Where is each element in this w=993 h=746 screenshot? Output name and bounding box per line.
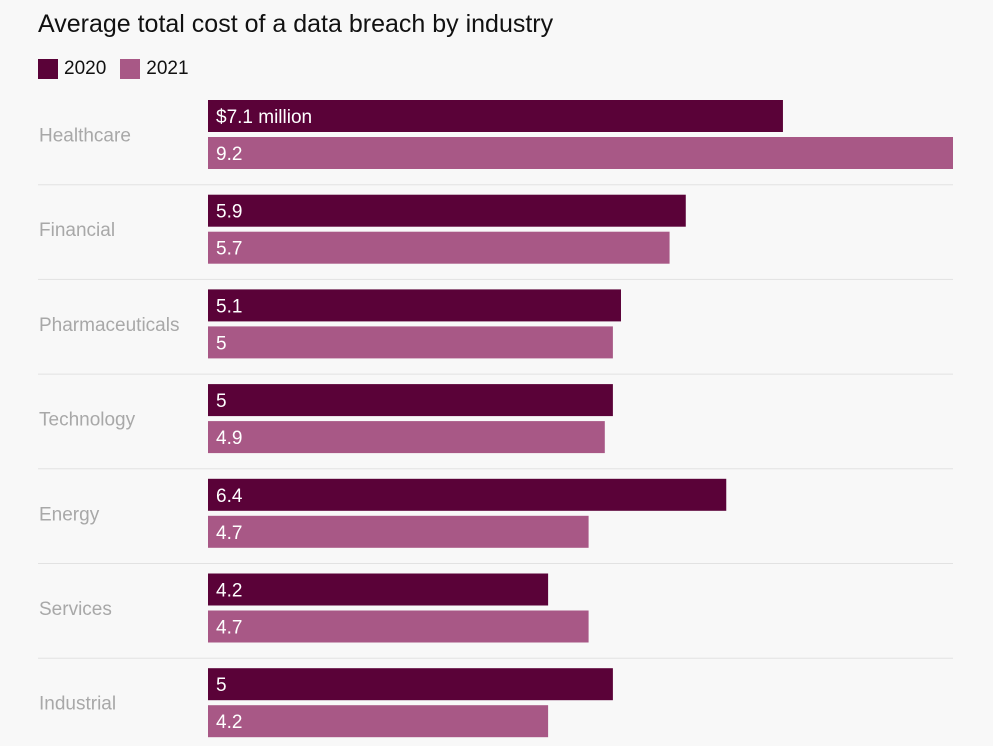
bar-healthcare-2020	[208, 100, 783, 132]
bar-technology-2020	[208, 384, 613, 417]
bar-pharmaceuticals-2021	[208, 326, 613, 359]
bar-technology-2021	[208, 421, 605, 454]
bar-energy-2021	[208, 515, 589, 548]
data-label-industrial-2020: 5	[216, 675, 227, 696]
bar-energy-2020	[208, 478, 727, 511]
legend-swatch-2020	[38, 59, 58, 79]
legend: 2020 2021	[38, 58, 203, 80]
category-label-services: Services	[39, 599, 112, 620]
data-label-services-2021: 4.7	[216, 618, 242, 639]
data-label-industrial-2021: 4.2	[216, 712, 242, 733]
bar-financial-2020	[208, 194, 686, 227]
bar-services-2021	[208, 610, 589, 643]
data-label-pharmaceuticals-2021: 5	[216, 333, 227, 354]
legend-swatch-2021	[120, 59, 141, 79]
bar-chart: Healthcare $7.1 million 9.2 Financial 5.9 5.7…	[38, 100, 953, 738]
category-label-energy: Energy	[39, 504, 100, 525]
data-label-technology-2020: 5	[216, 391, 227, 412]
category-label-technology: Technology	[39, 410, 136, 431]
category-label-financial: Financial	[39, 220, 115, 241]
data-label-healthcare-2020: $7.1 million	[216, 107, 312, 128]
bar-services-2020	[208, 573, 549, 606]
legend-label-2020: 2020	[64, 58, 107, 79]
data-label-technology-2021: 4.9	[216, 428, 242, 449]
chart-title: Average total cost of a data breach by i…	[38, 10, 554, 38]
bar-financial-2021	[208, 231, 670, 264]
category-label-industrial: Industrial	[39, 694, 116, 715]
data-label-healthcare-2021: 9.2	[216, 144, 242, 165]
bar-industrial-2020	[208, 668, 613, 701]
category-label-pharmaceuticals: Pharmaceuticals	[39, 315, 179, 336]
data-label-services-2020: 4.2	[216, 581, 242, 602]
bar-pharmaceuticals-2020	[208, 289, 621, 322]
legend-item-2021: 2021	[120, 58, 189, 80]
legend-label-2021: 2021	[146, 58, 189, 79]
data-label-financial-2021: 5.7	[216, 239, 242, 260]
category-label-healthcare: Healthcare	[39, 126, 131, 147]
data-label-energy-2021: 4.7	[216, 523, 242, 544]
data-label-pharmaceuticals-2020: 5.1	[216, 296, 242, 317]
bar-healthcare-2021	[208, 137, 953, 169]
data-label-energy-2020: 6.4	[216, 486, 243, 507]
data-label-financial-2020: 5.9	[216, 202, 242, 223]
bar-industrial-2021	[208, 705, 549, 738]
legend-item-2020: 2020	[38, 58, 106, 80]
